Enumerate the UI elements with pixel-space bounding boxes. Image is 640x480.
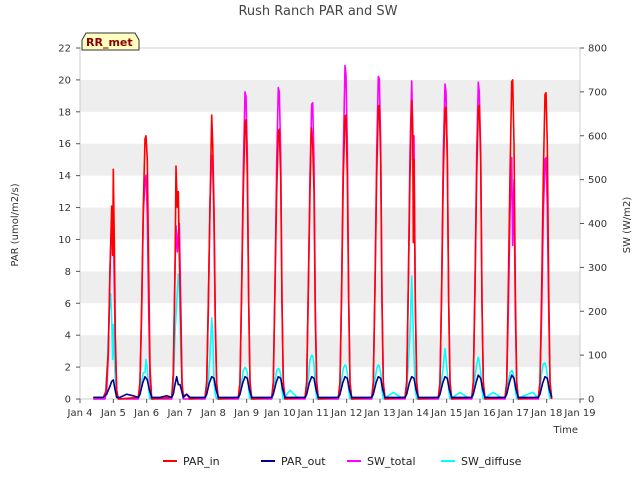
y-right-tick-label: 0 <box>588 395 594 406</box>
y-left-tick-label: 4 <box>65 331 71 342</box>
grid-band <box>80 335 580 368</box>
series-lines <box>93 64 553 400</box>
grid-bands <box>80 79 580 368</box>
y-right-tick-label: 800 <box>588 44 607 55</box>
y-axis-left: 0 2 4 6 8 10 12 14 16 18 20 22 <box>58 44 80 406</box>
grid-band <box>80 207 580 240</box>
badge: RR_met <box>81 32 140 51</box>
y-axis-left-title: PAR (umol/m2/s) <box>10 183 21 266</box>
y-right-tick-label: 600 <box>588 131 607 142</box>
x-axis-title: Time <box>553 425 578 436</box>
x-tick-label: Jan 14 <box>397 408 429 419</box>
x-tick-label: Jan 15 <box>430 408 462 419</box>
legend-label: PAR_out <box>281 455 326 468</box>
y-left-tick-label: 12 <box>58 203 71 214</box>
grid-band <box>80 79 580 112</box>
y-left-tick-label: 18 <box>58 107 71 118</box>
y-left-tick-label: 6 <box>65 299 71 310</box>
grid-band <box>80 271 580 304</box>
x-tick-label: Jan 16 <box>463 408 495 419</box>
x-tick-label: Jan 5 <box>100 408 126 419</box>
y-axis-right-title: SW (W/m2) <box>622 197 633 254</box>
y-left-tick-label: 10 <box>58 235 71 246</box>
x-tick-label: Jan 18 <box>530 408 562 419</box>
x-tick-label: Jan 13 <box>363 408 395 419</box>
x-tick-label: Jan 19 <box>563 408 595 419</box>
legend-label: SW_total <box>367 455 416 468</box>
chart-title: Rush Ranch PAR and SW <box>238 4 397 19</box>
x-tick-label: Jan 11 <box>297 408 329 419</box>
y-right-tick-label: 100 <box>588 351 607 362</box>
series-line-par-out <box>93 374 553 399</box>
y-left-tick-label: 16 <box>58 139 71 150</box>
y-right-tick-label: 700 <box>588 87 607 98</box>
y-right-tick-label: 300 <box>588 263 607 274</box>
y-left-tick-label: 14 <box>58 171 71 182</box>
y-axis-right: 0 100 200 300 400 500 600 700 800 <box>580 44 607 406</box>
y-left-tick-label: 20 <box>58 75 71 86</box>
y-right-tick-label: 500 <box>588 175 607 186</box>
x-tick-label: Jan 7 <box>167 408 193 419</box>
x-tick-label: Jan 4 <box>67 408 93 419</box>
x-axis: Jan 4 Jan 5 Jan 6 Jan 7 Jan 8 Jan 9 Jan 10 Jan … <box>67 399 596 419</box>
x-tick-label: Jan 10 <box>263 408 295 419</box>
legend-label: PAR_in <box>183 455 220 468</box>
x-tick-label: Jan 17 <box>497 408 529 419</box>
series-line-par-in <box>93 79 553 400</box>
badge-label: RR_met <box>86 36 133 49</box>
y-right-tick-label: 400 <box>588 219 607 230</box>
x-tick-label: Jan 12 <box>330 408 362 419</box>
y-left-tick-label: 8 <box>65 267 71 278</box>
grid-band <box>80 143 580 176</box>
x-tick-label: Jan 6 <box>133 408 159 419</box>
y-left-tick-label: 22 <box>58 44 71 55</box>
x-tick-label: Jan 9 <box>233 408 259 419</box>
x-tick-label: Jan 8 <box>200 408 226 419</box>
y-right-tick-label: 200 <box>588 307 607 318</box>
y-left-tick-label: 2 <box>65 363 71 374</box>
legend: PAR_in PAR_out SW_total SW_diffuse <box>163 455 522 468</box>
legend-label: SW_diffuse <box>461 455 522 468</box>
series-line-sw-diffuse <box>93 273 551 400</box>
y-left-tick-label: 0 <box>65 395 71 406</box>
